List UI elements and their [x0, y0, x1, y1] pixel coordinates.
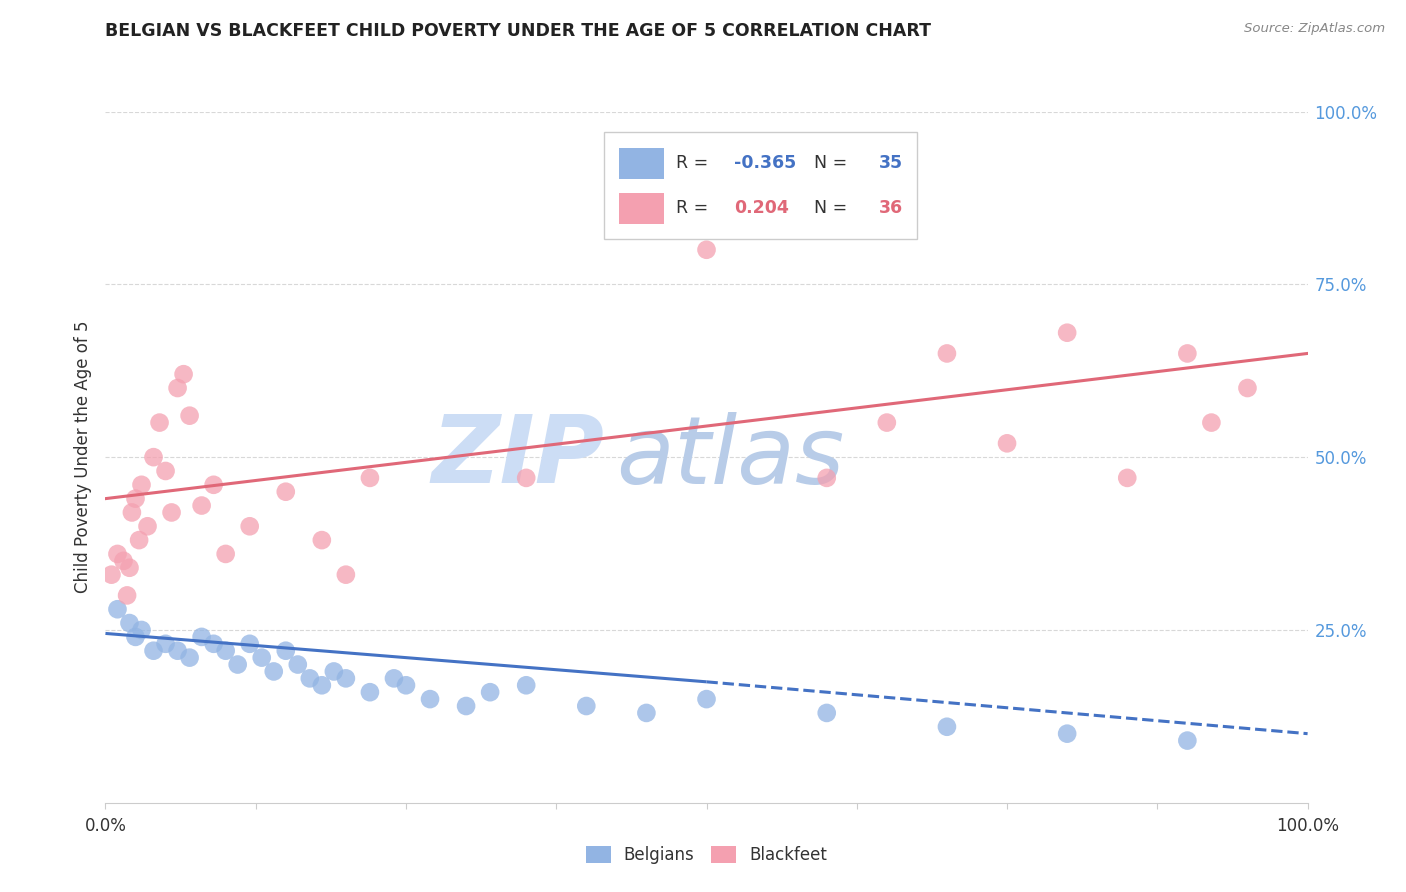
Point [107, 602, 129, 616]
Point [124, 491, 146, 506]
Point [142, 450, 165, 465]
Point [239, 637, 262, 651]
Point [179, 409, 201, 423]
Point [190, 630, 212, 644]
Point [515, 471, 537, 485]
Point [118, 561, 141, 575]
Text: ZIP: ZIP [432, 411, 605, 503]
Point [322, 665, 344, 679]
Point [1175, 346, 1198, 360]
Point [118, 615, 141, 630]
Point [226, 657, 249, 672]
Point [359, 471, 381, 485]
Point [311, 533, 333, 548]
Y-axis label: Child Poverty Under the Age of 5: Child Poverty Under the Age of 5 [73, 321, 91, 593]
Text: N =: N = [803, 199, 852, 218]
Point [131, 478, 153, 492]
Point [239, 519, 262, 533]
Point [202, 478, 225, 492]
Point [298, 672, 321, 686]
Point [190, 499, 212, 513]
Point [395, 678, 418, 692]
Point [815, 706, 838, 720]
FancyBboxPatch shape [619, 148, 665, 179]
Point [155, 464, 177, 478]
Point [263, 665, 285, 679]
Point [1175, 733, 1198, 747]
Point [575, 699, 598, 714]
Point [136, 519, 159, 533]
Point [995, 436, 1018, 450]
Point [166, 381, 188, 395]
Point [115, 589, 138, 603]
Text: 0.204: 0.204 [734, 199, 789, 218]
Point [815, 471, 838, 485]
Point [1116, 471, 1139, 485]
Legend: Belgians, Blackfeet: Belgians, Blackfeet [579, 839, 834, 871]
Point [359, 685, 381, 699]
Point [179, 650, 201, 665]
Point [636, 706, 658, 720]
Point [131, 623, 153, 637]
Point [202, 637, 225, 651]
Point [515, 678, 537, 692]
Text: Source: ZipAtlas.com: Source: ZipAtlas.com [1244, 22, 1385, 36]
Text: R =: R = [676, 199, 714, 218]
Point [1056, 726, 1078, 740]
Text: BELGIAN VS BLACKFEET CHILD POVERTY UNDER THE AGE OF 5 CORRELATION CHART: BELGIAN VS BLACKFEET CHILD POVERTY UNDER… [105, 22, 931, 40]
Point [128, 533, 150, 548]
Point [696, 692, 718, 706]
Text: 35: 35 [879, 154, 903, 172]
Text: 36: 36 [879, 199, 903, 218]
Text: -0.365: -0.365 [734, 154, 796, 172]
Text: R =: R = [676, 154, 714, 172]
Point [214, 644, 236, 658]
Point [1056, 326, 1078, 340]
Point [166, 644, 188, 658]
Point [287, 657, 309, 672]
Point [274, 644, 297, 658]
Point [107, 547, 129, 561]
Point [876, 416, 898, 430]
Point [250, 650, 273, 665]
Point [160, 505, 183, 519]
Text: atlas: atlas [616, 411, 845, 503]
Point [112, 554, 135, 568]
Point [214, 547, 236, 561]
Point [419, 692, 441, 706]
Point [124, 630, 146, 644]
Point [311, 678, 333, 692]
Point [100, 567, 122, 582]
Point [173, 368, 195, 382]
Point [142, 644, 165, 658]
Text: N =: N = [803, 154, 852, 172]
Point [121, 505, 143, 519]
Point [335, 567, 357, 582]
Point [274, 484, 297, 499]
FancyBboxPatch shape [605, 132, 917, 239]
Point [479, 685, 502, 699]
Point [1236, 381, 1258, 395]
Point [936, 720, 959, 734]
Point [155, 637, 177, 651]
Point [148, 416, 170, 430]
Point [382, 672, 405, 686]
FancyBboxPatch shape [619, 193, 665, 224]
Point [696, 243, 718, 257]
Point [936, 346, 959, 360]
Point [454, 699, 477, 714]
Point [335, 672, 357, 686]
Point [1201, 416, 1223, 430]
